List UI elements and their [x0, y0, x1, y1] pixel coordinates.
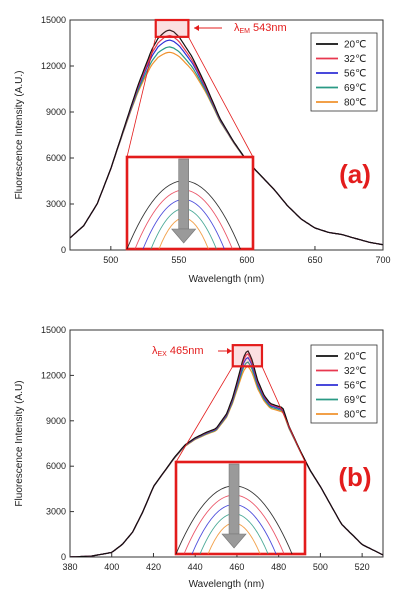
decrease-arrow-shaft	[228, 463, 240, 535]
peak-highlight-box	[154, 18, 190, 38]
legend-entry: 56℃	[344, 381, 366, 392]
peak-wavelength-annotation: λEX 465nm	[152, 345, 204, 358]
legend-entry: 80℃	[344, 98, 366, 109]
x-tick-label: 480	[271, 562, 286, 572]
legend-entry: 32℃	[344, 366, 366, 377]
x-tick-label: 700	[375, 255, 390, 265]
x-tick-label: 460	[229, 562, 244, 572]
decrease-arrow-shaft	[178, 158, 189, 230]
annotation-arrow-head	[194, 25, 199, 31]
legend-entry: 20℃	[344, 40, 366, 51]
x-axis-label: Wavelength (nm)	[189, 579, 265, 590]
series-group	[70, 29, 383, 246]
inset-connector-left	[175, 366, 234, 463]
panel-label: (b)	[338, 462, 371, 492]
legend: 20℃ 32℃ 56℃ 69℃ 80℃	[310, 344, 378, 424]
y-tick-label: 12000	[41, 61, 66, 71]
series-group	[70, 350, 383, 557]
legend-entry: 80℃	[344, 410, 366, 421]
legend-frame	[310, 344, 378, 424]
y-tick-label: 12000	[41, 370, 66, 380]
legend-entry: 69℃	[344, 395, 366, 406]
x-tick-label: 440	[188, 562, 203, 572]
legend-entry: 32℃	[344, 54, 366, 65]
x-tick-label: 650	[307, 255, 322, 265]
x-tick-label: 520	[355, 562, 370, 572]
y-tick-label: 6000	[46, 461, 66, 471]
x-tick-label: 380	[62, 562, 77, 572]
y-tick-label: 6000	[46, 153, 66, 163]
x-tick-label: 420	[146, 562, 161, 572]
decrease-arrow-head	[171, 228, 197, 244]
annotation-arrow-head	[227, 348, 232, 354]
legend: 20℃ 32℃ 56℃ 69℃ 80℃	[310, 32, 378, 112]
y-tick-label: 9000	[46, 107, 66, 117]
y-tick-label: 0	[61, 552, 66, 562]
y-tick-label: 0	[61, 245, 66, 255]
x-tick-label: 400	[104, 562, 119, 572]
series-line-20℃	[70, 350, 383, 557]
y-tick-label: 15000	[41, 15, 66, 25]
y-tick-label: 9000	[46, 416, 66, 426]
inset-connector-right	[261, 366, 306, 463]
x-tick-label: 500	[313, 562, 328, 572]
x-axis-label: Wavelength (nm)	[189, 274, 265, 285]
inset-connector-right	[188, 36, 254, 158]
y-tick-label: 3000	[46, 199, 66, 209]
x-tick-label: 550	[171, 255, 186, 265]
legend-entry: 69℃	[344, 83, 366, 94]
legend-entry: 20℃	[344, 352, 366, 363]
legend-entry: 56℃	[344, 69, 366, 80]
x-tick-label: 500	[103, 255, 118, 265]
y-tick-label: 3000	[46, 507, 66, 517]
peak-wavelength-annotation: λEM 543nm	[234, 22, 287, 35]
chart-panel-b: 0 3000 6000 9000 12000 15000 380 400 420 440 460 48…	[14, 325, 384, 590]
y-axis-label: Fluorescence Intensity (A.U)	[14, 380, 25, 506]
y-tick-label: 15000	[41, 325, 66, 335]
decrease-arrow-head	[221, 533, 247, 549]
series-line-20℃	[70, 29, 383, 246]
y-axis-label: Fluorescence Intensity (A.U.)	[14, 71, 25, 200]
panel-label: (a)	[339, 159, 371, 189]
inset-connector-left	[126, 36, 157, 158]
peak-highlight-box	[231, 344, 264, 368]
x-tick-label: 600	[239, 255, 254, 265]
chart-panel-a: 0 3000 6000 9000 12000 15000 500 550 600 650 700 Wa…	[14, 15, 391, 285]
legend-frame	[310, 32, 378, 112]
